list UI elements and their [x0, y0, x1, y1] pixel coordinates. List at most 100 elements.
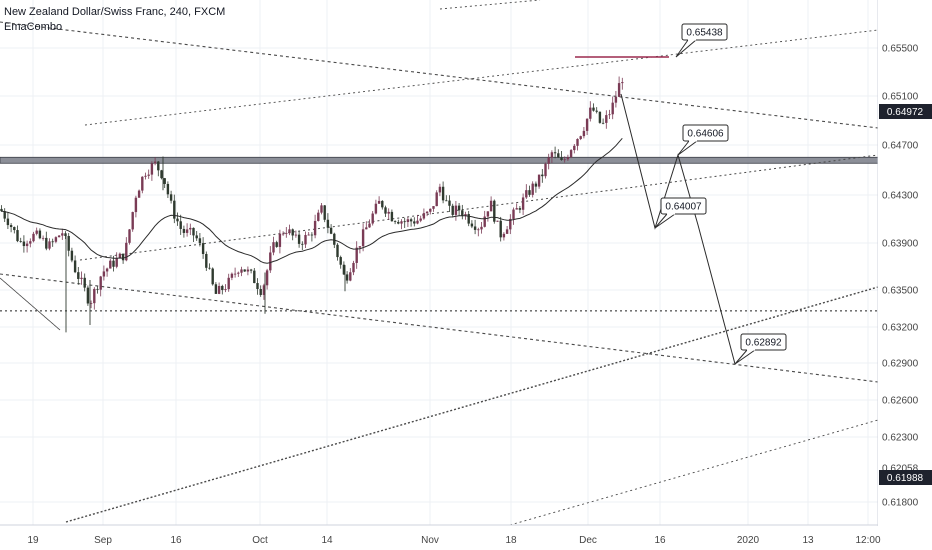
candle-body	[425, 211, 429, 214]
candle	[237, 271, 240, 277]
candle-body	[381, 200, 384, 208]
candle-body	[323, 205, 326, 220]
candle-body	[493, 200, 496, 222]
candle-body	[480, 226, 483, 230]
candle-body	[297, 234, 301, 244]
candle	[457, 203, 461, 216]
candle-body	[537, 174, 541, 187]
candle-body	[13, 227, 16, 231]
candle	[595, 107, 598, 114]
candle-body	[550, 152, 554, 158]
candle	[86, 285, 90, 306]
candle-body	[512, 209, 515, 219]
candle	[166, 181, 170, 198]
candle	[128, 229, 131, 245]
candle	[294, 230, 298, 238]
candle	[48, 238, 51, 251]
callout-label: 0.62892	[745, 338, 782, 349]
candle	[473, 219, 477, 235]
projection-callout[interactable]: 0.64606	[677, 124, 729, 156]
projection-callout[interactable]: 0.65438	[675, 23, 728, 58]
candle-body	[102, 271, 106, 277]
candle-body	[358, 246, 362, 248]
callout-pointer	[677, 140, 698, 156]
x-tick-label: 16	[654, 535, 666, 546]
candle-body	[112, 260, 115, 267]
candle	[35, 227, 38, 236]
candle-body	[553, 152, 557, 154]
candle	[304, 231, 307, 248]
candle-body	[534, 183, 538, 187]
candle	[246, 266, 250, 276]
candle	[531, 181, 534, 198]
candle	[211, 267, 214, 286]
candle-body	[589, 107, 592, 119]
candle-body	[496, 220, 499, 222]
candle-body	[598, 111, 602, 123]
candle-body	[45, 237, 48, 249]
candle-body	[320, 205, 323, 213]
candle-body	[285, 233, 288, 235]
candle	[221, 284, 224, 295]
candle	[329, 224, 333, 235]
candle	[291, 228, 294, 241]
candle-body	[294, 234, 298, 236]
candle-body	[230, 273, 234, 278]
projection-callout[interactable]: 0.62892	[734, 333, 787, 365]
projection-callout[interactable]: 0.64007	[654, 197, 707, 229]
candle	[208, 263, 211, 270]
candle-body	[349, 272, 352, 281]
candle-body	[515, 208, 518, 210]
candle-body	[429, 208, 432, 212]
candle	[381, 200, 384, 210]
candle	[115, 252, 118, 269]
candle-body	[237, 272, 240, 274]
candle-body	[3, 211, 6, 219]
candle-body	[435, 192, 438, 207]
candle-body	[441, 186, 445, 201]
ema-layer	[1, 137, 623, 264]
candle-body	[518, 208, 522, 210]
candle-body	[57, 235, 61, 238]
candle	[509, 214, 512, 235]
candle	[441, 181, 445, 204]
candle	[499, 216, 502, 242]
candle	[339, 255, 342, 269]
candle	[278, 229, 282, 254]
price-axis[interactable]: 0.65500 0.65100 0.64700 0.64300 0.63900 0.635…	[882, 44, 919, 509]
candle-body	[573, 145, 576, 151]
candle-body	[9, 225, 13, 228]
candle	[189, 223, 192, 235]
candle	[6, 212, 10, 230]
candle	[179, 214, 182, 235]
candle	[419, 215, 422, 223]
candle	[121, 253, 125, 264]
callout-box	[740, 333, 787, 351]
indicator-label[interactable]: EmaCombo	[4, 21, 62, 33]
candle-body	[393, 221, 397, 223]
candle-body	[51, 241, 54, 243]
candle-body	[61, 233, 64, 236]
callout-pointer	[734, 349, 756, 365]
candle	[67, 233, 70, 257]
candle-body	[83, 277, 86, 288]
x-tick-label: Dec	[579, 535, 597, 546]
x-tick-label: Sep	[94, 535, 112, 546]
time-axis[interactable]: 19 Sep 16 Oct 14 Nov 18 Dec 16 2020 13 12:00	[27, 535, 881, 546]
candle	[45, 231, 48, 251]
candle-body	[569, 150, 573, 158]
candle	[253, 268, 256, 284]
callout-pointer	[654, 213, 676, 229]
candle	[454, 200, 458, 221]
candle-body	[118, 253, 122, 259]
candle-body	[182, 228, 186, 233]
candle-body	[41, 237, 45, 239]
candle	[61, 228, 64, 240]
candle	[374, 199, 378, 215]
candle	[547, 153, 550, 170]
candle	[409, 217, 413, 227]
candle	[185, 223, 189, 237]
y-tick-label: 0.65100	[882, 92, 919, 103]
